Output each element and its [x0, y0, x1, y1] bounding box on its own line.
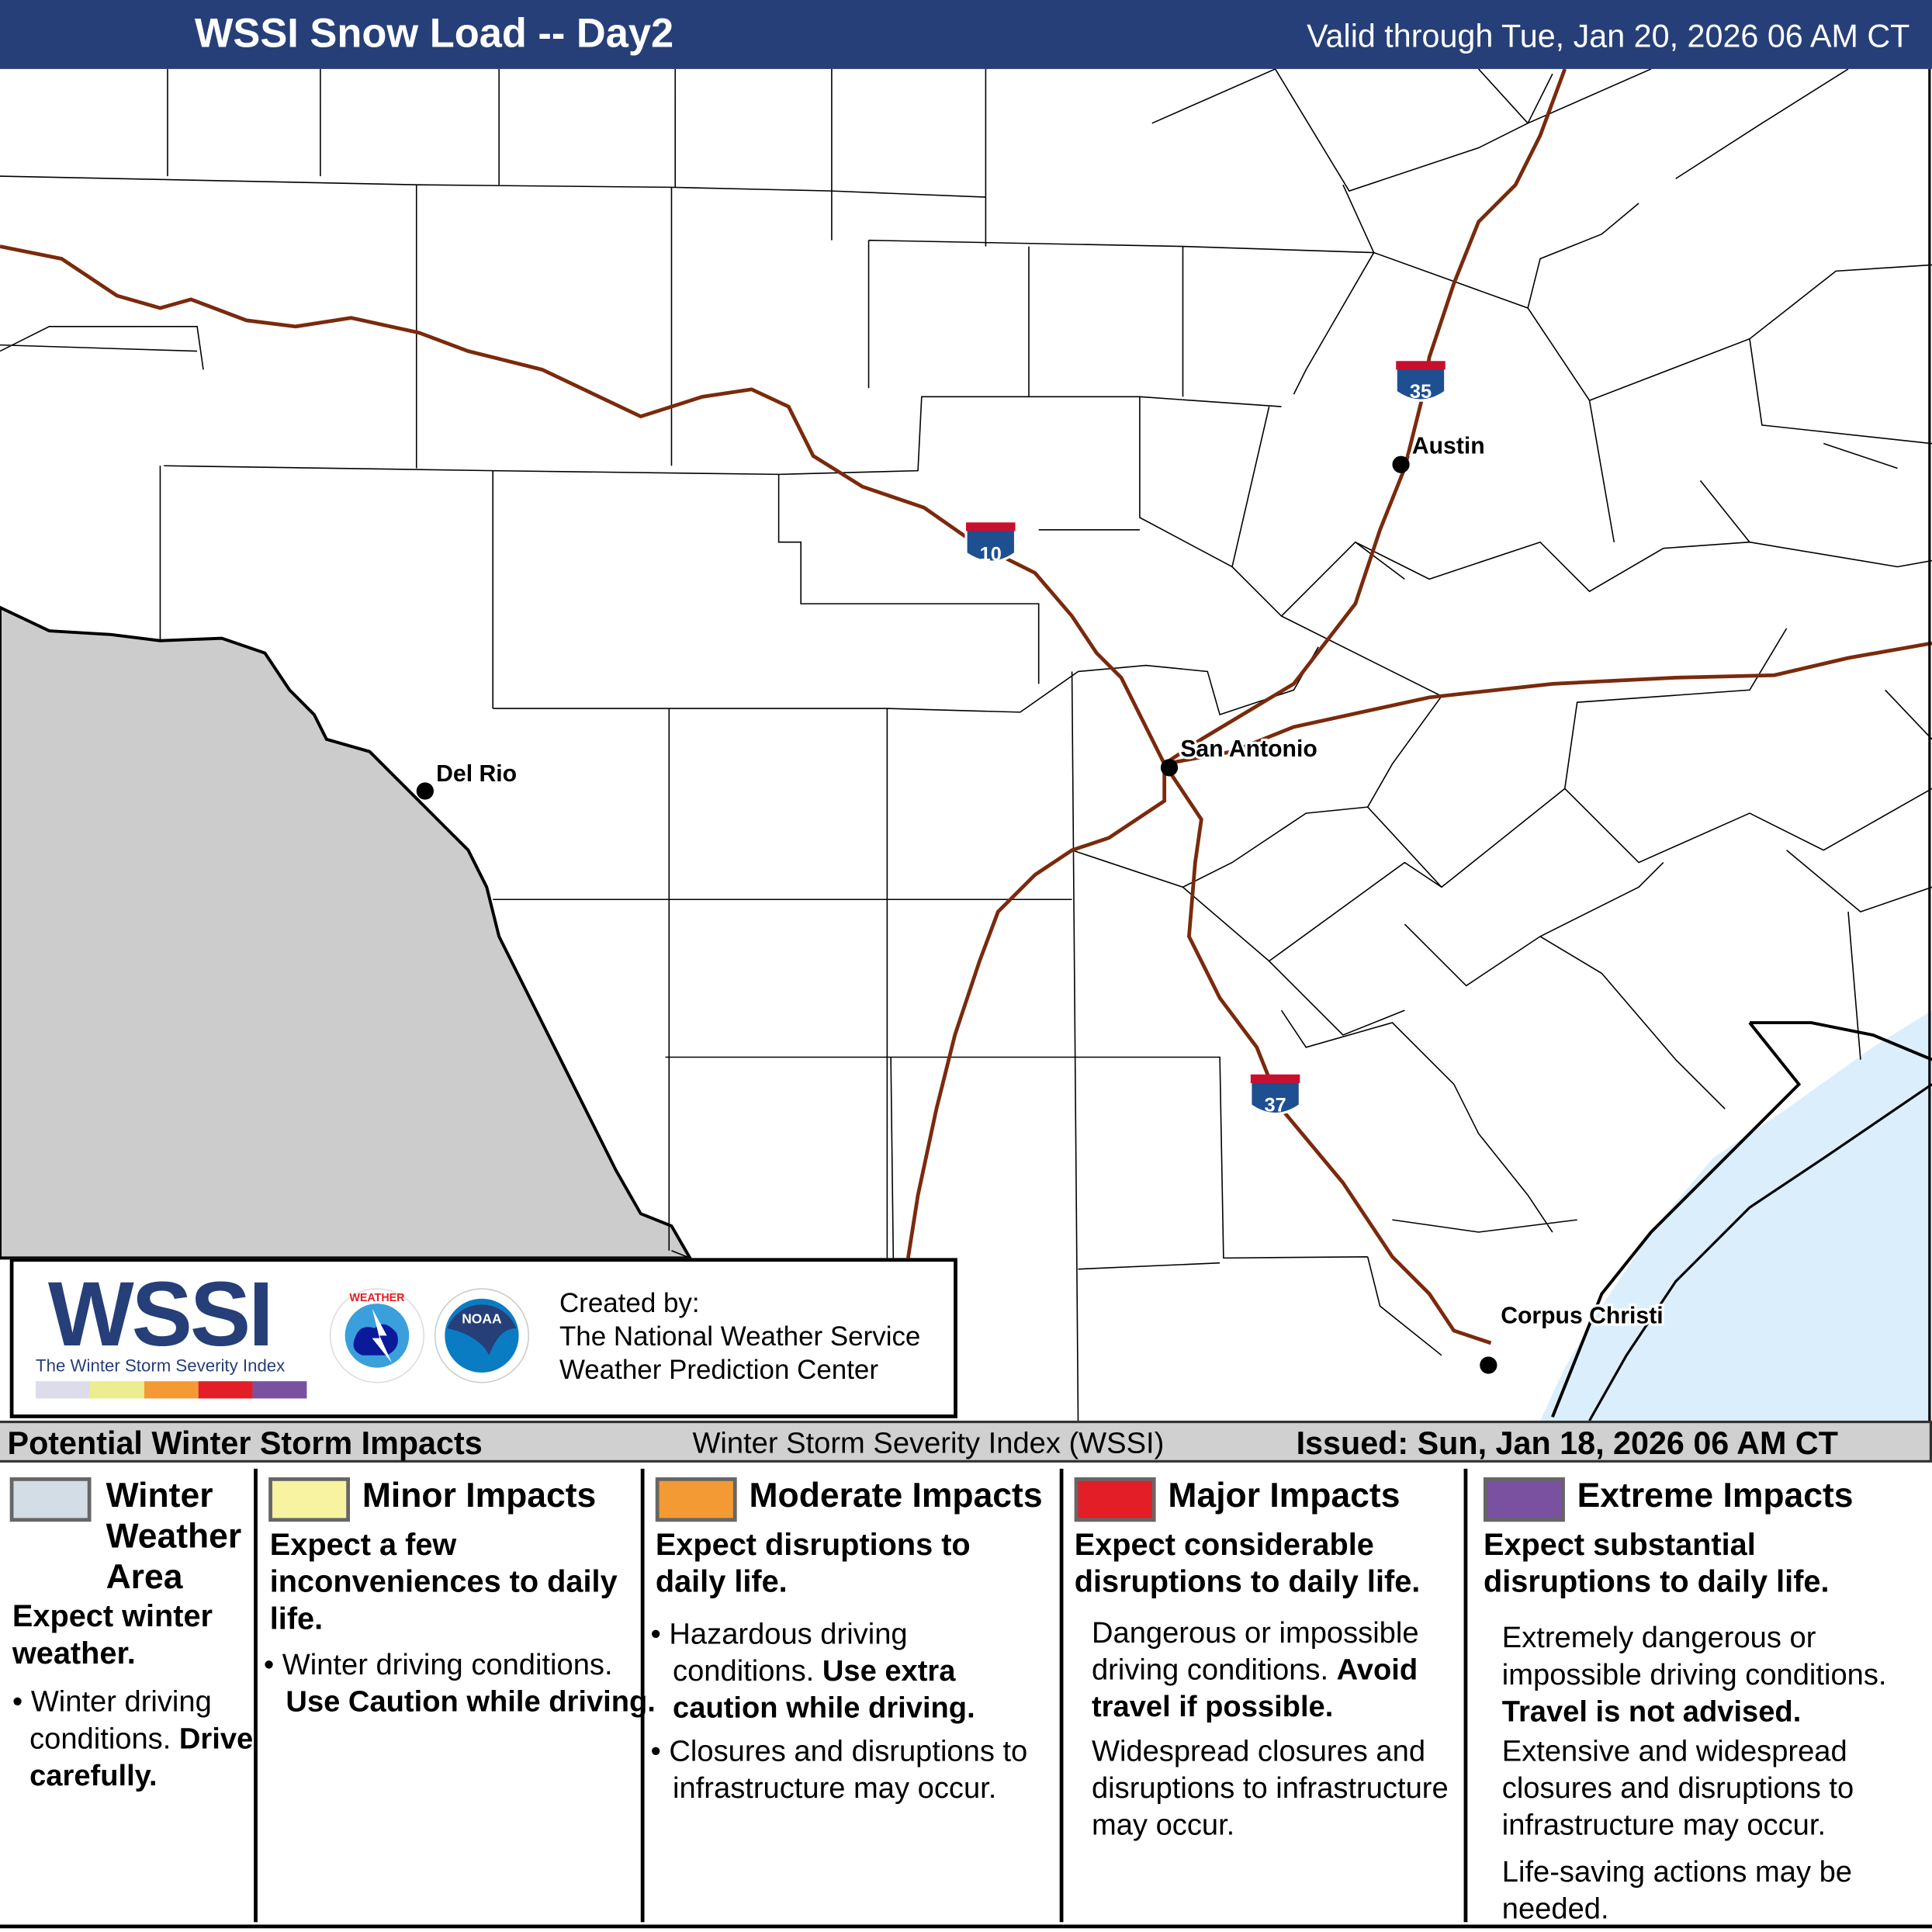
- bottom-border: [0, 1924, 1932, 1929]
- level-bullet: • Hazardous driving conditions. Use extr…: [650, 1618, 975, 1726]
- credits-text: Created by: The National Weather Service…: [559, 1286, 920, 1387]
- level-headline: Expect considerable disruptions to daily…: [1074, 1528, 1421, 1600]
- swatch-extreme: [1483, 1477, 1565, 1522]
- city-austin: Austin: [1412, 433, 1485, 459]
- interstate-37-shield: 37: [1249, 1074, 1301, 1116]
- legend-minor: Minor Impacts Expect a few inconvenience…: [258, 1463, 656, 1925]
- svg-text:WEATHER: WEATHER: [349, 1292, 405, 1304]
- county-lines: [0, 68, 1932, 1421]
- legend-title: Potential Winter Storm Impacts: [7, 1424, 483, 1462]
- divider: [640, 1468, 645, 1923]
- org-nws: The National Weather Service: [559, 1321, 921, 1352]
- legend-moderate: Moderate Impacts Expect disruptions to d…: [646, 1463, 1058, 1925]
- legend-extreme: Extreme Impacts Expect substantial disru…: [1469, 1463, 1925, 1927]
- svg-text:10: 10: [980, 544, 1002, 566]
- level-headline: Expect substantial disruptions to daily …: [1483, 1528, 1830, 1600]
- interstate-10-east: [1164, 641, 1932, 766]
- map-title: WSSI Snow Load -- Day2: [194, 9, 674, 56]
- level-headline: Expect winter weather.: [12, 1599, 213, 1671]
- swatch-moderate: [655, 1477, 737, 1522]
- divider: [1463, 1468, 1468, 1923]
- level-text: Dangerous or impossible driving conditio…: [1091, 1616, 1419, 1724]
- level-bullet: • Winter driving conditions. Drive caref…: [12, 1685, 254, 1793]
- level-label: Minor Impacts: [362, 1476, 597, 1515]
- level-label: Moderate Impacts: [749, 1476, 1043, 1515]
- wssi-logo: WSSI: [47, 1262, 274, 1366]
- divider: [254, 1468, 258, 1923]
- interstate-10-west: [0, 244, 1166, 765]
- svg-text:37: 37: [1264, 1094, 1286, 1116]
- wssi-color-bar: [36, 1381, 307, 1399]
- level-label: Extreme Impacts: [1577, 1476, 1854, 1515]
- valid-time: Valid through Tue, Jan 20, 2026 06 AM CT: [1307, 17, 1910, 54]
- city-san-antonio: San Antonio: [1180, 736, 1317, 762]
- issued-time: Issued: Sun, Jan 18, 2026 06 AM CT: [1296, 1424, 1838, 1462]
- credits-box: WSSI The Winter Storm Severity Index WEA…: [9, 1258, 957, 1418]
- level-label: Winter Weather Area: [106, 1476, 242, 1596]
- mexico-area: [0, 605, 693, 1260]
- level-text: Widespread closures and disruptions to i…: [1091, 1734, 1449, 1843]
- interstate-35-shield: 35: [1394, 361, 1447, 403]
- city-del-rio: Del Rio: [436, 761, 517, 787]
- san-antonio-dot: [1160, 759, 1179, 777]
- wssi-subtitle: The Winter Storm Severity Index: [36, 1355, 286, 1376]
- austin-dot: [1392, 455, 1410, 473]
- legend-header-strip: Potential Winter Storm Impacts Winter St…: [0, 1420, 1932, 1463]
- svg-text:NOAA: NOAA: [462, 1311, 502, 1327]
- interstate-10-shield: 10: [964, 522, 1017, 566]
- swatch-minor: [268, 1477, 350, 1522]
- legend-winter-weather: Winter Weather Area Expect winter weathe…: [0, 1463, 253, 1925]
- swatch-major: [1074, 1477, 1156, 1522]
- svg-text:35: 35: [1410, 381, 1432, 403]
- city-corpus-christi: Corpus Christi: [1501, 1304, 1663, 1329]
- index-name: Winter Storm Severity Index (WSSI): [692, 1426, 1165, 1460]
- level-headline: Expect a few inconveniences to daily lif…: [269, 1528, 618, 1636]
- legend-major: Major Impacts Expect considerable disrup…: [1065, 1463, 1461, 1925]
- level-text: Extremely dangerous or impossible drivin…: [1501, 1621, 1887, 1729]
- del-rio-dot: [416, 782, 434, 800]
- gulf-water: [1540, 1010, 1932, 1421]
- level-bullet: • Closures and disruptions to infrastruc…: [650, 1734, 1028, 1806]
- level-label: Major Impacts: [1168, 1476, 1401, 1515]
- divider: [1059, 1468, 1064, 1923]
- level-headline: Expect disruptions to daily life.: [655, 1528, 971, 1600]
- interstate-35-south: [906, 763, 1167, 1259]
- org-wpc: Weather Prediction Center: [559, 1354, 879, 1385]
- bays: [1551, 1021, 1932, 1418]
- impact-legend: Winter Weather Area Expect winter weathe…: [0, 1462, 1932, 1932]
- map: 35 10 37 Austin San Antonio Del Rio Corp…: [0, 68, 1932, 1421]
- nws-logo-icon: WEATHER: [329, 1288, 425, 1383]
- level-text: Life-saving actions may be needed.: [1501, 1855, 1853, 1927]
- noaa-logo-icon: NOAA: [434, 1288, 530, 1383]
- level-text: Extensive and widespread closures and di…: [1501, 1734, 1854, 1843]
- title-bar: WSSI Snow Load -- Day2 Valid through Tue…: [0, 0, 1932, 69]
- corpus-christi-dot: [1480, 1356, 1497, 1374]
- level-bullet: • Winter driving conditions. Use Caution…: [263, 1648, 656, 1719]
- swatch-winter-weather: [9, 1477, 92, 1522]
- created-by-label: Created by:: [559, 1287, 700, 1319]
